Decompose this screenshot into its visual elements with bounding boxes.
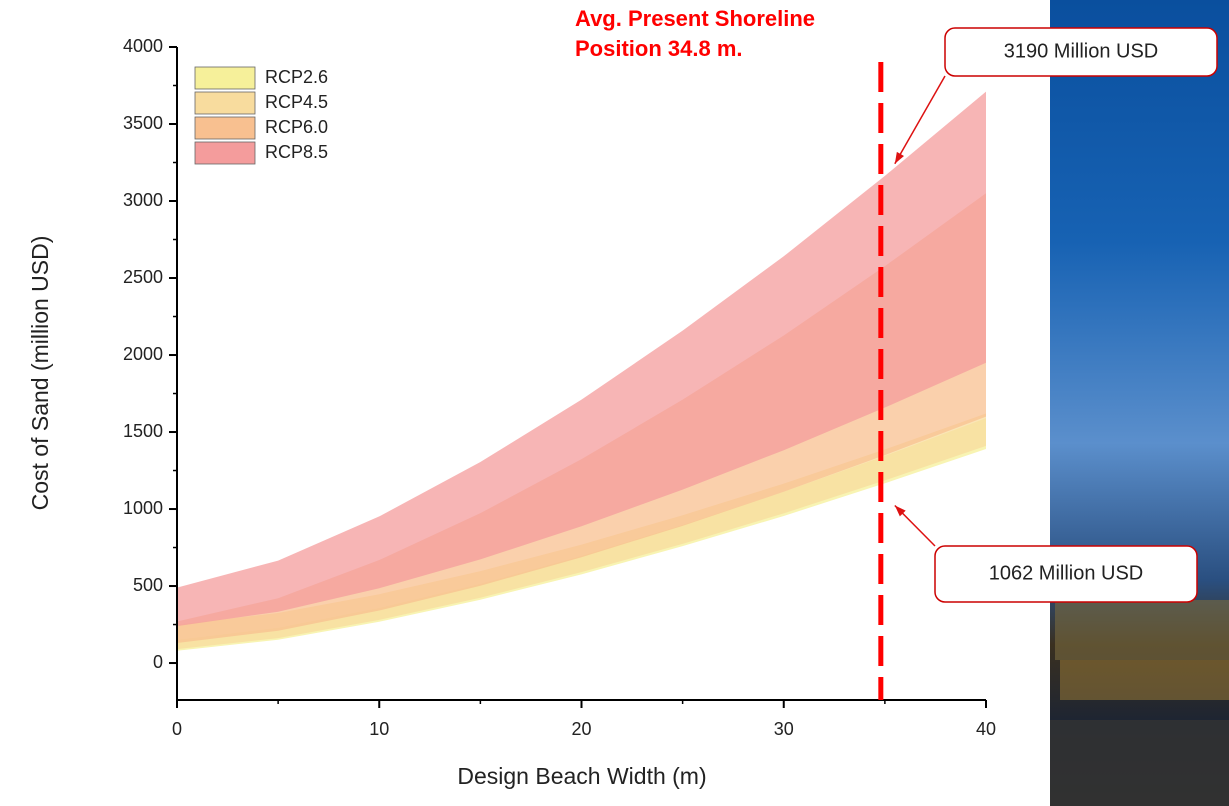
city-lights — [1050, 600, 1229, 806]
callout-label: 3190 Million USD — [1004, 40, 1159, 62]
y-tick-label: 3000 — [123, 190, 163, 210]
x-tick-label: 10 — [369, 719, 389, 739]
callout-box — [944, 27, 1218, 77]
background-photo — [1050, 0, 1229, 806]
x-tick-label: 20 — [571, 719, 591, 739]
y-tick-label: 3500 — [123, 113, 163, 133]
shoreline-label: Avg. Present Shoreline — [575, 6, 815, 31]
y-tick-label: 1500 — [123, 421, 163, 441]
y-tick-label: 2500 — [123, 267, 163, 287]
y-tick-label: 2000 — [123, 344, 163, 364]
x-axis-label: Design Beach Width (m) — [457, 763, 706, 789]
y-tick-label: 0 — [153, 652, 163, 672]
band-area — [177, 91, 986, 627]
x-tick-label: 0 — [172, 719, 182, 739]
legend-label: RCP4.5 — [265, 92, 328, 112]
x-tick-label: 30 — [774, 719, 794, 739]
y-tick-label: 500 — [133, 575, 163, 595]
y-axis-label: Cost of Sand (million USD) — [27, 236, 53, 511]
callout-label: 1062 Million USD — [989, 562, 1144, 584]
y-tick-label: 1000 — [123, 498, 163, 518]
legend-swatch — [194, 116, 256, 140]
legend-swatch — [194, 66, 256, 90]
legend-label: RCP8.5 — [265, 142, 328, 162]
y-tick-label: 4000 — [123, 36, 163, 56]
legend-swatch — [194, 141, 256, 165]
arrow-head — [894, 151, 904, 164]
legend-swatch — [194, 91, 256, 115]
x-tick-label: 40 — [976, 719, 996, 739]
callout-box — [934, 545, 1198, 603]
legend-label: RCP2.6 — [265, 67, 328, 87]
shoreline-label: Position 34.8 m. — [575, 36, 743, 61]
legend-label: RCP6.0 — [265, 117, 328, 137]
arrow-head — [894, 505, 906, 517]
callout-arrow — [894, 75, 946, 165]
